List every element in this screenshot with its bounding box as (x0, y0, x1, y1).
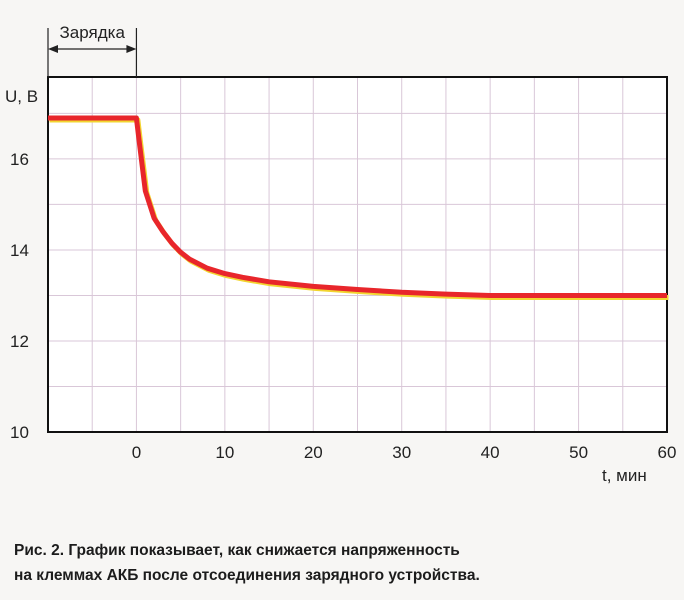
y-tick-label: 10 (10, 423, 29, 442)
annotation-arrowhead-left (48, 45, 58, 53)
series-lines (48, 115, 669, 300)
caption-line-2: на клеммах АКБ после отсоединения зарядн… (14, 567, 480, 584)
x-tick-label: 0 (132, 443, 141, 462)
x-tick-label: 40 (481, 443, 500, 462)
plot-frame (47, 76, 668, 433)
y-tick-label: 12 (10, 332, 29, 351)
y-tick-label: 14 (10, 241, 29, 260)
x-tick-label: 30 (392, 443, 411, 462)
x-tick-label: 10 (215, 443, 234, 462)
voltage-chart: 10 12 14 16 0 10 20 30 40 50 60 U, В t, мин Заряд… (5, 23, 677, 485)
x-tick-label: 50 (569, 443, 588, 462)
charging-annotation: Зарядка (47, 23, 138, 77)
y-axis-ticks: 10 12 14 16 (10, 150, 29, 442)
series-line (48, 115, 667, 298)
figure-caption: Рис. 2. График показывает, как снижается… (14, 538, 674, 588)
annotation-arrowhead-right (126, 45, 137, 53)
caption-line-1: Рис. 2. График показывает, как снижается… (14, 542, 460, 559)
x-axis-label: t, мин (602, 466, 647, 485)
x-tick-label: 20 (304, 443, 323, 462)
y-tick-label: 16 (10, 150, 29, 169)
y-axis-label: U, В (5, 87, 38, 106)
x-tick-label: 60 (658, 443, 677, 462)
annotation-label: Зарядка (60, 23, 126, 42)
x-axis-ticks: 0 10 20 30 40 50 60 (132, 443, 677, 462)
